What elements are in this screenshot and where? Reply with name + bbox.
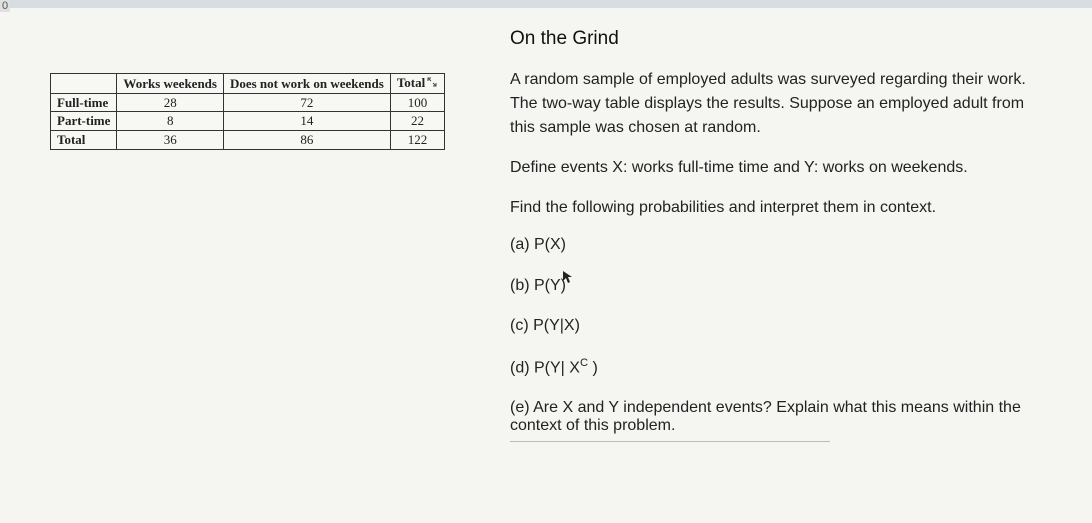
table-row: Total 36 86 122 bbox=[51, 131, 445, 150]
table-cell: 72 bbox=[223, 93, 390, 112]
table-row-header: Full-time bbox=[51, 93, 117, 112]
two-way-table: Works weekends Does not work on weekends… bbox=[50, 73, 445, 150]
table-row: Full-time 28 72 100 bbox=[51, 93, 445, 112]
question-d-suffix: ) bbox=[588, 359, 598, 376]
content-area: Works weekends Does not work on weekends… bbox=[0, 8, 1092, 445]
table-row: Part-time 8 14 22 bbox=[51, 112, 445, 131]
question-a: (a) P(X) bbox=[510, 236, 1052, 254]
table-row-header: Part-time bbox=[51, 112, 117, 131]
left-column: Works weekends Does not work on weekends… bbox=[50, 28, 510, 445]
answer-box-top-edge bbox=[510, 441, 830, 445]
cursor-icon bbox=[562, 271, 574, 288]
table-header-row: Works weekends Does not work on weekends… bbox=[51, 74, 445, 94]
table-cell: 28 bbox=[117, 93, 224, 112]
define-paragraph: Define events X: works full-time time an… bbox=[510, 156, 1052, 180]
question-b: (b) P(Y) bbox=[510, 276, 1052, 295]
table-corner-cell bbox=[51, 74, 117, 94]
window-top-bar bbox=[0, 0, 1092, 8]
question-d: (d) P(Y| XC ) bbox=[510, 357, 1052, 377]
table-col-header: Works weekends bbox=[117, 74, 224, 94]
table-cell: 22 bbox=[390, 112, 444, 131]
page-title: On the Grind bbox=[510, 28, 1052, 50]
table-cell: 14 bbox=[223, 112, 390, 131]
table-cell: 86 bbox=[223, 131, 390, 150]
find-paragraph: Find the following probabilities and int… bbox=[510, 196, 1052, 220]
table-cell: 8 bbox=[117, 112, 224, 131]
intro-paragraph: A random sample of employed adults was s… bbox=[510, 68, 1052, 140]
question-d-prefix: (d) P(Y| X bbox=[510, 359, 580, 376]
table-cell: 122 bbox=[390, 131, 444, 150]
right-column: On the Grind A random sample of employed… bbox=[510, 28, 1082, 445]
question-c: (c) P(Y|X) bbox=[510, 317, 1052, 335]
table-col-header: Does not work on weekends bbox=[223, 74, 390, 94]
expand-icon[interactable] bbox=[426, 76, 438, 92]
table-col-header: Total bbox=[390, 74, 444, 94]
corner-marker: 0 bbox=[0, 0, 10, 12]
table-row-header: Total bbox=[51, 131, 117, 150]
table-col-header-label: Total bbox=[397, 75, 425, 90]
table-cell: 36 bbox=[117, 131, 224, 150]
table-cell: 100 bbox=[390, 93, 444, 112]
question-b-text: (b) P(Y) bbox=[510, 277, 566, 294]
question-d-sup: C bbox=[580, 357, 588, 369]
question-e: (e) Are X and Y independent events? Expl… bbox=[510, 399, 1052, 435]
